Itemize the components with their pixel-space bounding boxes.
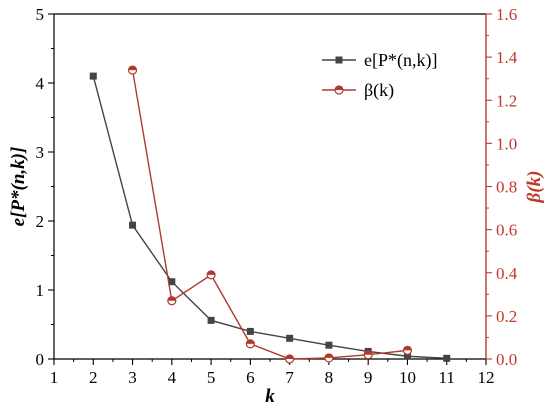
- data-point-circle-fill: [285, 355, 294, 359]
- data-point-square: [325, 341, 333, 349]
- legend-label-2: β(k): [364, 80, 394, 101]
- data-point-circle: [363, 350, 373, 360]
- data-point-circle: [402, 345, 413, 355]
- data-point-circle-fill: [128, 66, 137, 71]
- x-tick-label: 7: [285, 368, 294, 387]
- y-left-tick-label: 1: [36, 281, 45, 300]
- series-line-2: [131, 69, 408, 360]
- y-left-tick-label: 4: [36, 74, 45, 93]
- x-axis-title: k: [265, 386, 275, 407]
- legend-marker-square: [335, 56, 343, 64]
- x-tick-label: 4: [168, 368, 177, 387]
- legend-marker-fill: [335, 86, 343, 90]
- data-point-square: [207, 316, 215, 324]
- x-tick-label: 1: [50, 368, 59, 387]
- x-tick-label: 5: [207, 368, 216, 387]
- data-point-circle-fill: [403, 346, 412, 351]
- x-tick-label: 8: [325, 368, 334, 387]
- x-tick-label: 12: [478, 368, 495, 387]
- data-point-circle: [245, 339, 255, 349]
- data-point-circle: [324, 353, 334, 363]
- y-right-tick-label: 0.4: [496, 264, 518, 283]
- legend-label-1: e[P*(n,k)]: [364, 50, 437, 71]
- data-point-circle-fill: [207, 270, 216, 275]
- y-right-tick-label: 0.6: [496, 221, 517, 240]
- y-left-tick-label: 0: [36, 350, 45, 369]
- y-right-tick-label: 1.2: [496, 91, 517, 110]
- data-point-square: [89, 72, 97, 80]
- data-point-square: [246, 327, 254, 335]
- data-point-square: [129, 221, 137, 229]
- y-right-tick-label: 1.0: [496, 134, 517, 153]
- y-right-axis-title: β(k): [524, 171, 545, 204]
- y-left-tick-label: 5: [36, 5, 45, 24]
- y-right-tick-label: 0.0: [496, 350, 517, 369]
- x-tick-label: 11: [439, 368, 455, 387]
- y-right-tick-label: 0.2: [496, 307, 517, 326]
- data-point-circle: [127, 65, 138, 75]
- y-left-tick-label: 2: [36, 212, 45, 231]
- x-tick-label: 3: [128, 368, 137, 387]
- data-point-square: [403, 352, 411, 360]
- y-right-tick-label: 1.4: [496, 48, 518, 67]
- data-point-circle: [206, 270, 216, 280]
- y-right-tick-label: 0.8: [496, 178, 517, 197]
- data-point-square: [286, 334, 294, 342]
- x-tick-label: 2: [89, 368, 98, 387]
- y-right-tick-label: 1.6: [496, 5, 517, 24]
- data-point-circle-fill: [364, 350, 373, 355]
- y-left-tick-label: 3: [36, 143, 45, 162]
- x-tick-label: 10: [399, 368, 416, 387]
- data-point-circle: [285, 354, 295, 364]
- data-point-square: [168, 278, 176, 286]
- data-point-circle-fill: [167, 296, 176, 301]
- x-tick-label: 6: [246, 368, 255, 387]
- data-point-circle-fill: [246, 339, 255, 344]
- data-point-square: [443, 354, 451, 362]
- series-line-1: [92, 75, 447, 360]
- data-point-circle: [167, 296, 177, 306]
- x-tick-label: 9: [364, 368, 373, 387]
- y-left-axis-title: e[P*(n,k)]: [8, 147, 29, 227]
- data-point-circle-fill: [324, 353, 333, 358]
